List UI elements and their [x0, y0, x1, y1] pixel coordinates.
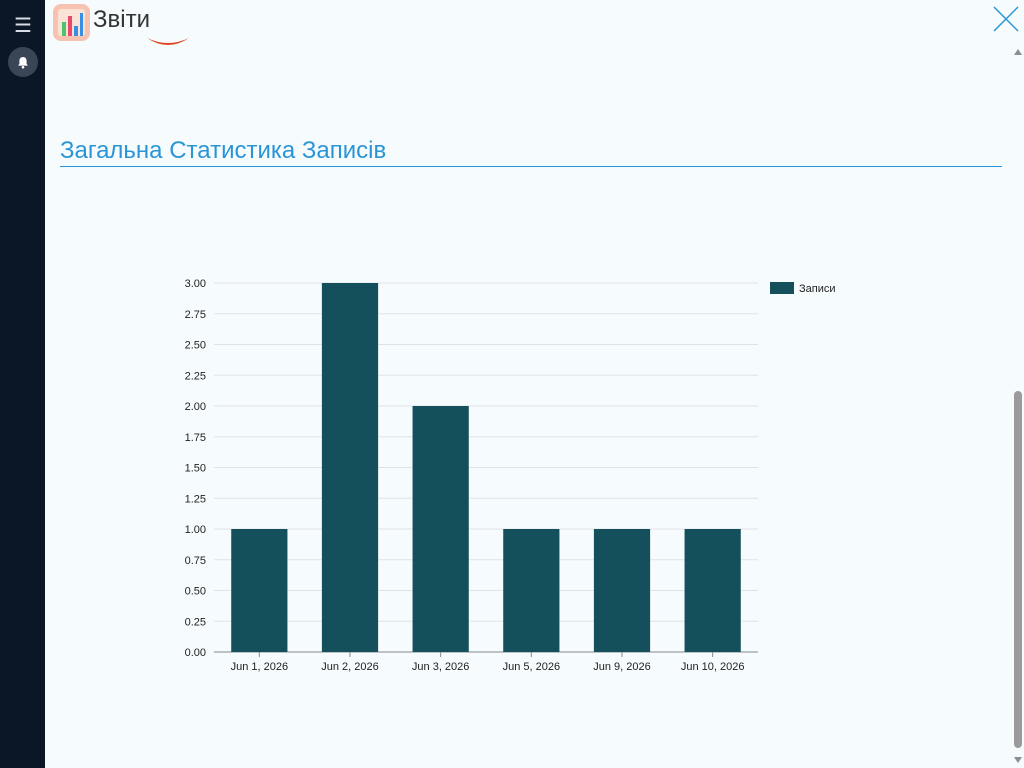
bar — [412, 406, 469, 652]
partial-decoration — [143, 35, 193, 47]
section-title: Загальна Статистика Записів — [60, 137, 387, 164]
y-tick-label: 1.25 — [185, 493, 206, 505]
x-tick-label: Jun 5, 2026 — [503, 661, 561, 673]
close-icon[interactable] — [991, 4, 1021, 34]
section-divider — [60, 166, 1002, 167]
y-tick-label: 2.25 — [185, 370, 206, 382]
y-tick-label: 0.50 — [185, 586, 206, 598]
x-tick-label: Jun 2, 2026 — [321, 661, 379, 673]
y-tick-label: 0.75 — [185, 555, 206, 567]
y-tick-label: 2.75 — [185, 309, 206, 321]
y-tick-label: 1.00 — [185, 524, 206, 536]
legend-label: Записи — [799, 283, 836, 295]
y-tick-label: 1.75 — [185, 432, 206, 444]
bar — [503, 529, 560, 652]
bar — [684, 529, 741, 652]
x-tick-label: Jun 1, 2026 — [231, 661, 289, 673]
notifications-button[interactable] — [8, 47, 38, 77]
x-tick-label: Jun 10, 2026 — [681, 661, 745, 673]
y-tick-label: 0.00 — [185, 647, 206, 659]
main-content: Звіти Загальна Статистика Записів 0.00 0.… — [45, 0, 1024, 768]
x-tick-label: Jun 3, 2026 — [412, 661, 470, 673]
sidebar: ☰ — [0, 0, 45, 768]
bar — [231, 529, 288, 652]
bar-chart-report-icon — [53, 4, 90, 41]
scroll-up-arrow-icon[interactable] — [1014, 49, 1022, 55]
y-tick-label: 1.50 — [185, 463, 206, 475]
legend-swatch — [770, 282, 794, 294]
scroll-down-arrow-icon[interactable] — [1014, 757, 1022, 763]
y-tick-label: 2.50 — [185, 340, 206, 352]
bell-icon — [18, 56, 28, 68]
bar — [321, 283, 379, 652]
scrollbar[interactable] — [1011, 46, 1024, 768]
hamburger-menu-icon[interactable]: ☰ — [14, 15, 32, 37]
records-bar-chart: 0.00 0.25 0.50 0.75 1.00 1.25 1.50 1.75 2.00 2.25… — [185, 278, 836, 673]
y-tick-label: 2.00 — [185, 401, 206, 413]
y-tick-label: 0.25 — [185, 616, 206, 628]
y-tick-label: 3.00 — [185, 278, 206, 290]
scrollbar-thumb[interactable] — [1014, 391, 1022, 748]
x-tick-label: Jun 9, 2026 — [593, 661, 651, 673]
bar — [593, 529, 651, 652]
page-title: Звіти — [93, 6, 150, 33]
